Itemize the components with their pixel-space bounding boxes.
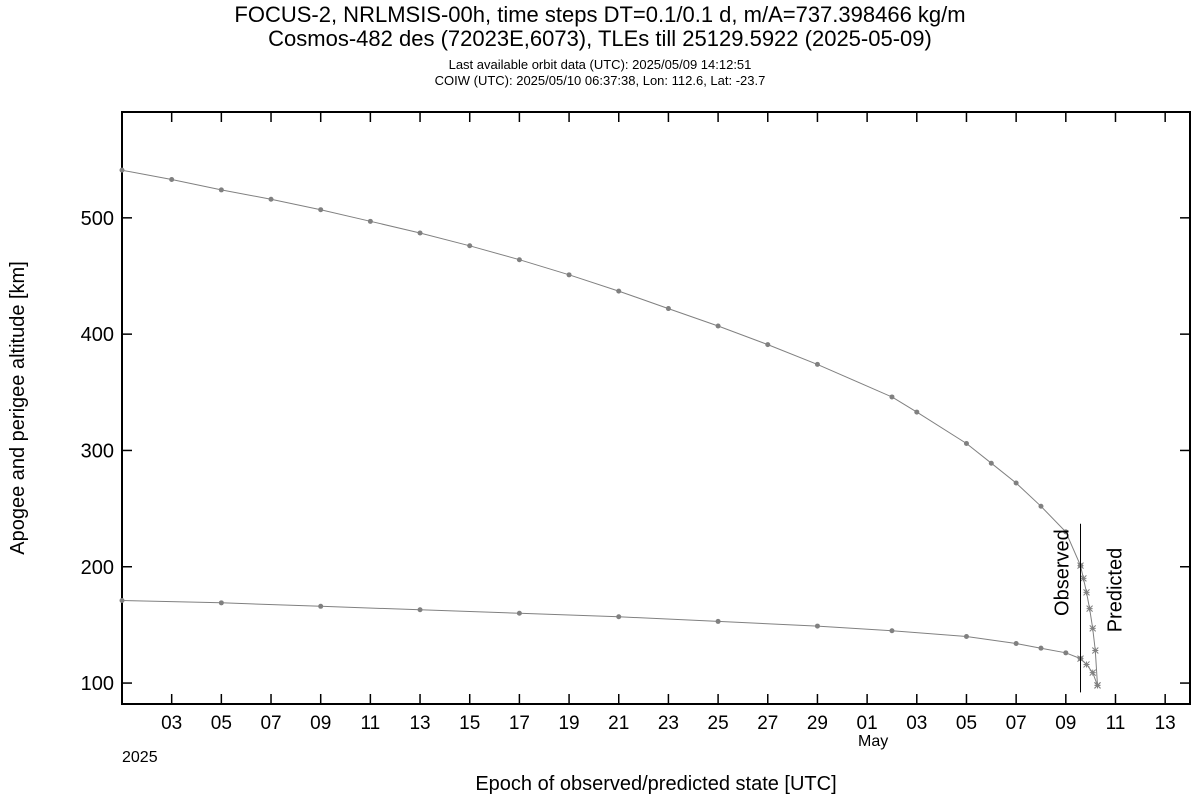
perigee-predicted-point — [1083, 661, 1090, 668]
y-tick-label: 500 — [81, 208, 114, 230]
predicted-label: Predicted — [1105, 548, 1127, 633]
apogee-observed-point — [367, 218, 373, 224]
x-tick-label: 15 — [459, 713, 480, 734]
apogee-observed-series — [119, 167, 1084, 569]
apogee-observed-point — [467, 243, 473, 249]
apogee-observed-point — [1013, 480, 1019, 486]
perigee-observed-point — [1038, 645, 1044, 651]
perigee-observed-point — [218, 600, 224, 606]
x-axis-label: Epoch of observed/predicted state [UTC] — [475, 773, 836, 795]
perigee-observed-point — [616, 614, 622, 620]
apogee-predicted-point — [1091, 647, 1099, 654]
apogee-observed-point — [566, 272, 572, 278]
x-tick-label: 23 — [658, 713, 679, 734]
perigee-observed-point — [1013, 641, 1019, 647]
x-tick-label: 11 — [1106, 713, 1126, 734]
data-series — [119, 167, 1101, 689]
x-tick-label: 13 — [1155, 713, 1176, 734]
x-tick-label: 03 — [161, 713, 182, 734]
apogee-observed-point — [616, 288, 622, 294]
apogee-observed-point — [665, 306, 671, 312]
x-tick-label: 27 — [757, 713, 778, 734]
x-tick-label: 21 — [608, 713, 629, 734]
apogee-observed-point — [963, 440, 969, 446]
title-line-1: FOCUS-2, NRLMSIS-00h, time steps DT=0.1/… — [234, 2, 966, 27]
perigee-predicted-point — [1089, 669, 1097, 676]
observed-label: Observed — [1052, 529, 1074, 616]
y-axis-label: Apogee and perigee altitude [km] — [7, 261, 29, 555]
axis-ticks: 100 200 300 400 500 03 05 07 09 11 13 15 17 19 21 23 25 2… — [81, 112, 1190, 734]
apogee-observed-point — [1063, 529, 1069, 535]
coiw-note: COIW (UTC): 2025/05/10 06:37:38, Lon: 11… — [434, 73, 766, 88]
apogee-observed-point — [268, 196, 274, 202]
apogee-observed-point — [988, 460, 994, 466]
apogee-observed-point — [765, 342, 771, 348]
apogee-observed-point — [814, 361, 820, 367]
year-label: 2025 — [122, 749, 158, 766]
perigee-observed-point — [516, 610, 522, 616]
apogee-observed-point — [218, 187, 224, 193]
x-tick-label: 29 — [807, 713, 828, 734]
apogee-observed-line — [121, 169, 1081, 566]
x-tick-label: 07 — [260, 713, 281, 734]
perigee-observed-point — [889, 628, 895, 634]
x-tick-label: 07 — [1006, 713, 1027, 734]
apogee-predicted-point — [1083, 588, 1090, 596]
apogee-observed-point — [914, 409, 920, 415]
apogee-predicted-point — [1089, 625, 1097, 632]
y-tick-label: 100 — [81, 673, 114, 695]
perigee-observed-point — [119, 597, 125, 603]
x-tick-label: 05 — [956, 713, 977, 734]
perigee-observed-point — [1063, 650, 1069, 656]
plot-frame — [121, 111, 1191, 705]
apogee-observed-point — [1038, 503, 1044, 509]
x-tick-label: 11 — [361, 713, 381, 734]
apogee-observed-point — [715, 323, 721, 329]
perigee-observed-point — [417, 607, 423, 613]
apogee-observed-point — [516, 257, 522, 263]
x-tick-label: 09 — [1055, 713, 1076, 734]
x-tick-label: 09 — [310, 713, 331, 734]
x-tick-label: 01 — [857, 713, 878, 734]
x-tick-label: 19 — [558, 713, 579, 734]
perigee-observed-point — [715, 618, 721, 624]
y-tick-label: 200 — [81, 557, 114, 579]
y-tick-label: 300 — [81, 440, 114, 462]
x-tick-label: 17 — [509, 713, 530, 734]
last-orbit-data-note: Last available orbit data (UTC): 2025/05… — [448, 57, 752, 72]
perigee-predicted-point — [1094, 682, 1101, 689]
apogee-observed-point — [169, 176, 175, 182]
x-tick-label: 03 — [906, 713, 927, 734]
y-tick-label: 400 — [81, 324, 114, 346]
perigee-observed-point — [963, 634, 969, 640]
perigee-observed-point — [814, 623, 820, 629]
apogee-observed-point — [889, 394, 895, 400]
x-tick-label: 13 — [409, 713, 430, 734]
x-tick-label: 05 — [211, 713, 232, 734]
x-tick-label: 25 — [708, 713, 729, 734]
month-label: May — [858, 733, 888, 750]
title-line-2: Cosmos-482 des (72023E,6073), TLEs till … — [268, 26, 932, 51]
perigee-observed-series — [119, 597, 1084, 662]
apogee-predicted-point — [1080, 575, 1087, 582]
apogee-observed-point — [417, 230, 423, 236]
apogee-predicted-point — [1086, 605, 1093, 612]
perigee-observed-line — [121, 600, 1081, 660]
apogee-observed-point — [119, 167, 125, 173]
apogee-observed-point — [318, 207, 324, 213]
perigee-observed-point — [318, 603, 324, 609]
